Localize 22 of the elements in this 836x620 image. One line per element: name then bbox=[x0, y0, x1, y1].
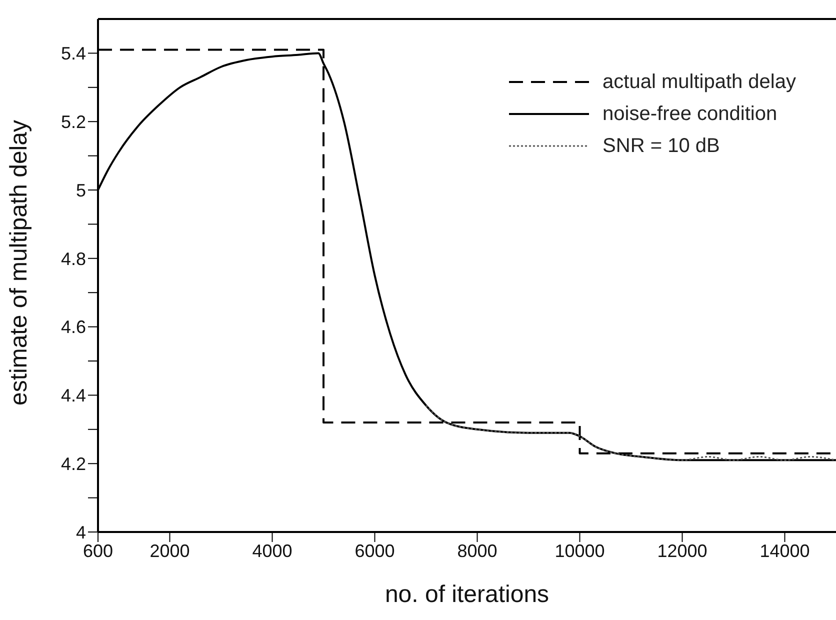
y-tick-label: 4.2 bbox=[60, 454, 86, 474]
x-tick-label: 2000 bbox=[150, 540, 190, 561]
line-series bbox=[425, 404, 836, 461]
y-tick-label: 4 bbox=[76, 522, 86, 542]
y-tick-label: 5 bbox=[76, 180, 86, 200]
x-tick-label: 8000 bbox=[457, 540, 498, 561]
x-tick-label: 12000 bbox=[657, 540, 708, 561]
legend-label: actual multipath delay bbox=[602, 70, 796, 94]
y-axis-title: estimate of multipath delay bbox=[6, 120, 33, 406]
x-tick-label: 4000 bbox=[252, 540, 292, 561]
y-tick-label: 5.2 bbox=[60, 112, 86, 132]
x-tick-label: 14000 bbox=[760, 540, 810, 561]
y-tick-label: 5.4 bbox=[60, 44, 86, 64]
x-tick-label: 10000 bbox=[554, 540, 605, 561]
legend-label: noise-free condition bbox=[602, 102, 778, 126]
y-tick-label: 4.6 bbox=[60, 317, 86, 338]
y-tick-label: 4.8 bbox=[60, 248, 86, 269]
x-axis-title: no. of iterations bbox=[384, 581, 550, 608]
y-tick-label: 4.4 bbox=[60, 386, 86, 406]
x-tick-label: 6000 bbox=[354, 540, 395, 561]
legend-label: SNR = 10 dB bbox=[602, 134, 720, 158]
x-tick-label: 600 bbox=[82, 540, 114, 561]
